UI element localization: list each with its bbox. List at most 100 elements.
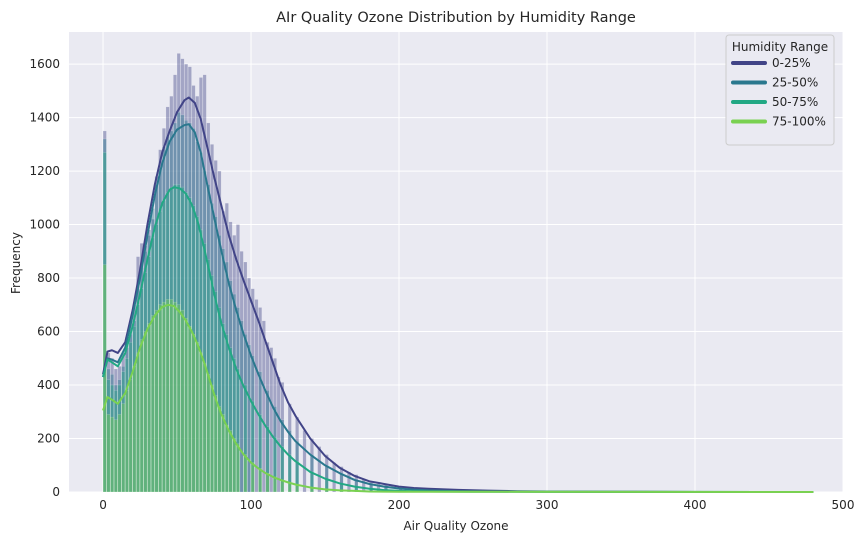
histogram-bar (106, 414, 111, 493)
histogram-bar (258, 468, 263, 493)
y-tick-label: 1000 (29, 218, 60, 232)
legend-title: Humidity Range (732, 40, 828, 54)
x-tick-label: 400 (684, 498, 707, 512)
histogram-bar (117, 414, 122, 493)
histogram-bar (224, 261, 229, 493)
y-axis-label: Frequency (9, 232, 23, 294)
chart-title: AIr Quality Ozone Distribution by Humidi… (276, 10, 636, 26)
legend-label: 50-75% (772, 95, 818, 109)
histogram-bar (113, 419, 118, 493)
histogram-bar (243, 384, 248, 493)
histogram-bar (180, 58, 185, 493)
histogram-bar (106, 379, 111, 493)
legend-items: 0-25% 25-50% 50-75% 75-100% (731, 56, 826, 129)
histogram-bar (228, 347, 233, 493)
y-tick-label: 800 (37, 271, 60, 285)
histogram-bar (150, 219, 155, 493)
histogram-bar (147, 235, 152, 493)
histogram-bar (117, 379, 122, 493)
kde-line (102, 96, 814, 493)
histogram-bar (102, 130, 107, 493)
histogram-bar (165, 299, 170, 493)
histogram-bar (195, 342, 200, 493)
histogram-bar (258, 307, 263, 493)
histogram-bar (310, 438, 314, 493)
histogram-bar (202, 74, 207, 493)
histogram-bar (102, 264, 107, 493)
histogram-bar (206, 184, 211, 493)
histogram-bar (169, 95, 174, 493)
x-axis-label: Air Quality Ozone (403, 519, 508, 533)
histogram-bar (176, 53, 181, 493)
histogram-bar (158, 149, 163, 493)
histogram-bar (136, 256, 140, 493)
histogram-bar (239, 320, 244, 493)
histogram-bar (199, 77, 203, 493)
histogram-bar (217, 307, 222, 493)
histogram-bar (187, 325, 192, 493)
histogram-bar (117, 366, 122, 493)
histogram-bar (280, 419, 285, 493)
histogram-bar (269, 347, 274, 493)
histogram-bar (324, 454, 329, 493)
histogram-bar (106, 368, 111, 493)
histogram-bar (236, 368, 240, 493)
kde-curves (102, 96, 814, 493)
histogram-bar (295, 440, 300, 493)
histogram-bar (354, 474, 359, 493)
histogram-bar (117, 384, 122, 493)
histogram-bar (239, 251, 244, 493)
histogram-bar (184, 192, 189, 493)
histogram-bar (236, 443, 240, 493)
histogram-bar (176, 112, 181, 493)
histogram-bar (139, 243, 144, 493)
x-tick-labels: 0 100 200 300 400 500 (99, 498, 854, 512)
histogram-bar (173, 74, 177, 493)
histogram-bar (110, 358, 115, 493)
legend-label: 25-50% (772, 76, 818, 90)
histogram-bar (221, 248, 226, 493)
histogram-bar (202, 363, 207, 493)
histogram-bar (254, 299, 259, 493)
histogram-bar (243, 454, 248, 493)
histogram-bar (273, 358, 277, 493)
histogram-bar (125, 390, 129, 493)
histogram-bar (180, 186, 185, 493)
histogram-bar (110, 384, 115, 493)
histogram-bar (121, 371, 126, 493)
histogram-bar (113, 384, 118, 493)
histogram-bar (232, 358, 237, 493)
histogram-bar (147, 256, 152, 493)
histogram-bar (121, 403, 126, 493)
legend-label: 75-100% (772, 115, 826, 129)
histogram-bar (180, 114, 185, 493)
histogram-bar (169, 299, 174, 493)
histogram-bar (110, 374, 115, 493)
y-tick-label: 1400 (29, 111, 60, 125)
legend-label: 0-25% (772, 56, 811, 70)
histogram-bar (265, 342, 270, 493)
histogram-bar (265, 426, 270, 493)
histogram-bar (265, 473, 270, 493)
histogram-bar (143, 331, 148, 493)
histogram-bar (173, 184, 177, 493)
histogram-bar (213, 160, 218, 493)
histogram-bar (162, 128, 166, 493)
histogram-bar (236, 307, 240, 493)
histogram-bar (210, 384, 214, 493)
histogram-bar (258, 414, 263, 493)
histogram-bar (243, 261, 248, 493)
plot-area (69, 32, 843, 492)
histogram-bar (106, 352, 111, 493)
histogram-bar (224, 334, 229, 493)
histogram-bar (102, 152, 107, 493)
histogram-bar (232, 438, 237, 493)
histogram-bar (180, 309, 185, 493)
histogram-bar (247, 277, 251, 493)
kde-line (102, 123, 814, 493)
x-tick-label: 0 (99, 498, 107, 512)
histogram-bar (332, 462, 337, 493)
histogram-bar (136, 352, 140, 493)
kde-line (102, 186, 814, 493)
histogram-bar (125, 358, 129, 493)
